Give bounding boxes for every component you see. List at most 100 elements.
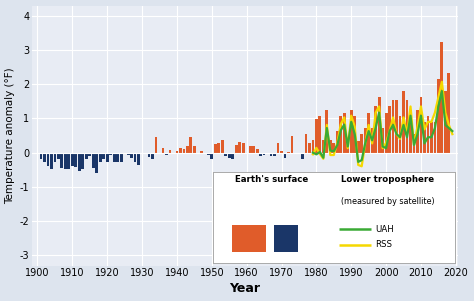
Bar <box>378 97 381 153</box>
Bar <box>273 153 276 156</box>
Bar <box>221 140 224 153</box>
Bar <box>50 153 53 169</box>
X-axis label: Year: Year <box>229 282 260 296</box>
Bar <box>82 153 84 169</box>
Bar <box>357 141 360 153</box>
Bar <box>155 137 157 153</box>
Bar <box>329 140 332 153</box>
Bar <box>238 142 241 153</box>
Bar <box>412 134 415 153</box>
Bar <box>270 153 273 156</box>
Bar <box>242 143 245 153</box>
Bar <box>165 153 168 155</box>
Bar <box>434 122 436 153</box>
Bar <box>39 153 42 159</box>
Bar <box>207 153 210 155</box>
Bar <box>224 153 227 156</box>
Bar <box>158 153 161 154</box>
Bar <box>228 153 231 158</box>
Bar <box>162 148 164 153</box>
Bar <box>182 148 185 153</box>
Bar <box>116 153 119 162</box>
Bar <box>419 97 422 153</box>
Bar <box>99 153 101 162</box>
Bar <box>106 153 109 162</box>
Bar <box>319 116 321 153</box>
Bar <box>71 153 74 166</box>
Bar <box>343 113 346 153</box>
Bar <box>388 107 391 153</box>
Bar <box>67 153 70 169</box>
Bar <box>130 153 133 158</box>
Bar <box>364 128 366 153</box>
Bar <box>259 153 262 156</box>
Bar <box>430 122 433 153</box>
Bar <box>447 73 450 153</box>
Bar <box>287 152 290 153</box>
Bar <box>395 100 398 153</box>
Bar <box>392 100 394 153</box>
Bar <box>57 153 60 159</box>
Bar <box>308 143 311 153</box>
Bar <box>385 113 388 153</box>
Bar <box>95 153 98 173</box>
Bar <box>109 153 112 155</box>
Bar <box>277 143 280 153</box>
Bar <box>423 122 426 153</box>
Bar <box>193 147 196 153</box>
Bar <box>137 153 140 165</box>
Bar <box>127 153 129 155</box>
Bar <box>326 110 328 153</box>
Bar <box>92 153 95 168</box>
Bar <box>144 153 147 154</box>
Bar <box>54 153 56 162</box>
Bar <box>43 153 46 162</box>
Bar <box>367 113 370 153</box>
Bar <box>374 107 377 153</box>
Bar <box>74 153 77 167</box>
Bar <box>298 153 301 154</box>
Bar <box>283 153 286 158</box>
Bar <box>113 153 116 162</box>
Bar <box>291 136 293 153</box>
Bar <box>427 116 429 153</box>
Bar <box>218 143 220 153</box>
Bar <box>263 153 265 155</box>
Bar <box>186 147 189 153</box>
Bar <box>46 153 49 166</box>
Bar <box>399 116 401 153</box>
Bar <box>402 91 405 153</box>
Bar <box>322 140 325 153</box>
Bar <box>416 110 419 153</box>
Bar <box>147 153 150 157</box>
Bar <box>371 128 374 153</box>
Bar <box>350 110 353 153</box>
Bar <box>151 153 154 159</box>
Bar <box>437 79 440 153</box>
Bar <box>311 140 314 153</box>
Bar <box>134 153 137 162</box>
Bar <box>406 100 409 153</box>
Bar <box>353 116 356 153</box>
Bar <box>61 153 63 168</box>
Bar <box>339 116 342 153</box>
Bar <box>280 151 283 153</box>
Bar <box>301 153 304 159</box>
Bar <box>315 119 318 153</box>
Bar <box>231 153 234 159</box>
Bar <box>179 148 182 153</box>
Bar <box>200 151 203 153</box>
Bar <box>249 147 252 153</box>
Bar <box>346 137 349 153</box>
Bar <box>175 151 178 153</box>
Bar <box>235 145 237 153</box>
Bar <box>409 110 412 153</box>
Y-axis label: Temperature anomaly (°F): Temperature anomaly (°F) <box>6 67 16 204</box>
Bar <box>440 42 443 153</box>
Bar <box>360 134 363 153</box>
Bar <box>120 153 123 162</box>
Bar <box>381 128 384 153</box>
Bar <box>169 150 172 153</box>
Bar <box>64 153 67 169</box>
Bar <box>78 153 81 171</box>
